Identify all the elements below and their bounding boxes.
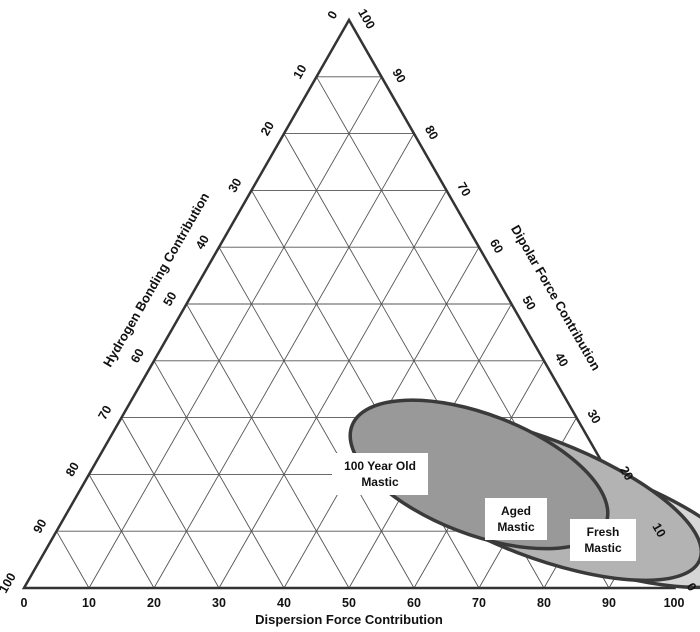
grid-line-right-slant [153,360,285,589]
hydrogen-tick-label: 100 [0,570,19,595]
dipolar-tick-label: 40 [552,350,571,369]
hydrogen-tick-label: 80 [63,460,82,479]
dipolar-tick-label: 20 [617,464,636,483]
dipolar-tick-label: 90 [389,66,408,85]
triangle-frame [21,17,677,590]
hydrogen-tick-label: 60 [128,346,147,365]
aged-mastic-label-line: Mastic [497,520,535,534]
aged-mastic-label-line: Aged [501,504,531,518]
100-year-old-mastic-label-line: Mastic [361,475,399,489]
dispersion-tick-label: 40 [277,596,291,610]
dispersion-tick-label: 0 [21,596,28,610]
grid-line-left-slant [218,190,447,589]
fresh-mastic-label-box [570,519,636,561]
dispersion-axis-label: Dispersion Force Contribution [255,612,443,627]
hydrogen-tick-label: 20 [258,119,277,138]
grid-line-right-slant [121,417,220,589]
dispersion-tick-label: 100 [664,596,685,610]
hydrogen-tick-label: 70 [95,403,114,422]
dispersion-tick-label: 30 [212,596,226,610]
dispersion-tick-label: 70 [472,596,486,610]
fresh-mastic-label-line: Fresh [587,525,620,539]
grid-line-left-slant [88,76,382,589]
hydrogen-tick-label: 50 [160,289,179,308]
dipolar-tick-label: 60 [487,237,506,256]
tick-labels: 0 10 20 30 40 50 60 70 80 90 100010203040506070809… [0,6,699,610]
dispersion-tick-label: 10 [82,596,96,610]
dipolar-tick-label: 50 [519,293,538,312]
dispersion-tick-label: 50 [342,596,356,610]
100-year-old-mastic-label-line: 100 Year Old [344,459,416,473]
hydrogen-axis-label: Hydrogen Bonding Contribution [100,190,212,370]
hydrogen-tick-label: 30 [225,176,244,195]
hydrogen-tick-label: 40 [193,233,212,252]
grid-line-right-slant [186,303,350,589]
hydrogen-tick-label: 10 [290,62,309,81]
100-year-old-mastic-label-box [332,453,428,495]
fresh-mastic-label: Fresh Mastic [584,525,622,555]
fresh-mastic-label-line: Mastic [584,541,622,555]
dispersion-tick-label: 60 [407,596,421,610]
dipolar-tick-label: 80 [422,123,441,142]
grid-line-right-slant [251,190,480,589]
dipolar-tick-label: 10 [649,521,668,540]
hydrogen-tick-label: 90 [30,517,49,536]
100-year-old-mastic-label: 100 Year Old Mastic [344,459,416,489]
hydrogen-tick-label: 0 [325,8,341,21]
grid-line-right-slant [88,474,155,589]
dispersion-tick-label: 20 [147,596,161,610]
dipolar-tick-label: 70 [454,180,473,199]
triangle-outline [21,17,677,590]
grid-line-right-slant [56,530,90,589]
dipolar-tick-label: 100 [355,6,378,31]
aged-mastic-label: Aged Mastic [497,504,535,534]
dipolar-tick-label: 30 [584,407,603,426]
dispersion-tick-label: 90 [602,596,616,610]
dispersion-tick-label: 80 [537,596,551,610]
grid-line-right-slant [218,246,415,589]
aged-mastic-label-box [485,498,547,540]
regions: Fresh Mastic Aged Mastic 100 Year Old Mastic [332,398,700,590]
